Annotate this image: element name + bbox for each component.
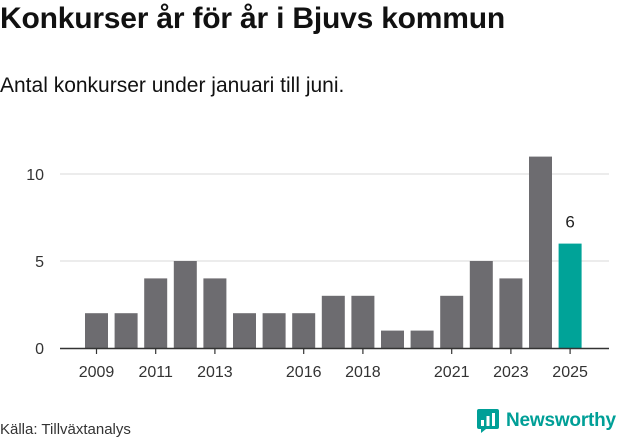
y-tick-label-5: 5 — [35, 254, 44, 271]
x-axis — [60, 347, 609, 354]
bar-2014 — [233, 313, 256, 348]
brand-name: Newsworthy — [506, 410, 616, 431]
chart-subtitle: Antal konkurser under januari till juni. — [0, 74, 345, 97]
bar-2016 — [292, 313, 316, 348]
bar-2011 — [144, 278, 168, 348]
y-tick-label-0: 0 — [35, 341, 44, 358]
bar-2025 — [558, 243, 582, 348]
data-labels: 6 — [565, 213, 574, 232]
x-axis-tick-labels: 2009 2011 2013 2016 2018 2021 2023 2025 — [79, 364, 588, 381]
bar-2019 — [381, 330, 404, 348]
newsworthy-logo-icon — [477, 409, 499, 433]
bar-2012 — [173, 261, 197, 348]
bars — [85, 156, 582, 348]
y-axis-tick-labels: 0 5 10 — [26, 167, 44, 358]
bar-2023 — [499, 278, 523, 348]
brand-logo: Newsworthy — [476, 408, 616, 434]
x-tick-label-2021: 2021 — [434, 364, 470, 381]
bar-2021 — [440, 295, 464, 348]
bar-2018 — [351, 295, 375, 348]
data-label-2025: 6 — [565, 213, 574, 232]
gridlines — [60, 173, 609, 262]
x-tick-label-2023: 2023 — [493, 364, 529, 381]
y-tick-label-10: 10 — [26, 167, 44, 184]
x-tick-label-2025: 2025 — [552, 364, 588, 381]
x-tick-label-2013: 2013 — [197, 364, 233, 381]
chart-title: Konkurser år för år i Bjuvs kommun — [0, 2, 506, 35]
bar-2013 — [203, 278, 227, 348]
bar-2020 — [410, 330, 434, 348]
x-tick-label-2018: 2018 — [345, 364, 381, 381]
bar-2010 — [114, 313, 138, 348]
source-note: Källa: Tillväxtanalys — [0, 421, 131, 438]
bar-2009 — [85, 313, 108, 348]
x-tick-label-2011: 2011 — [138, 364, 173, 381]
bar-2022 — [469, 261, 493, 348]
bar-2015 — [262, 313, 286, 348]
x-tick-label-2009: 2009 — [79, 364, 115, 381]
x-tick-label-2016: 2016 — [286, 364, 322, 381]
bar-2024 — [529, 156, 552, 348]
bar-2017 — [321, 295, 345, 348]
